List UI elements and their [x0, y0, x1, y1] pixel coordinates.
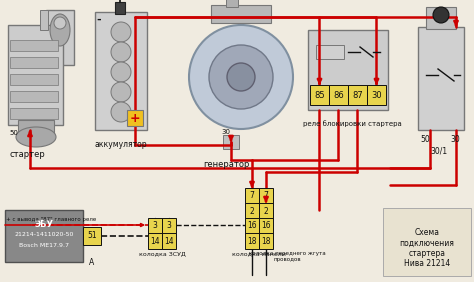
Bar	[148, 233, 162, 249]
Bar	[8, 25, 63, 125]
Text: 14: 14	[150, 237, 160, 246]
Circle shape	[227, 63, 255, 91]
Text: 86: 86	[333, 91, 344, 100]
Bar	[308, 30, 388, 110]
Text: ЭБУ: ЭБУ	[35, 220, 54, 229]
Text: A: A	[90, 258, 95, 267]
Bar	[348, 85, 367, 105]
Bar	[18, 120, 54, 135]
Text: 50: 50	[420, 135, 430, 144]
Text: 30/1: 30/1	[430, 146, 447, 155]
Circle shape	[209, 45, 273, 109]
Text: 3: 3	[166, 221, 172, 230]
Bar	[5, 210, 83, 262]
Circle shape	[111, 62, 131, 82]
Bar	[95, 12, 147, 130]
Text: 7: 7	[250, 191, 255, 201]
Bar	[10, 108, 58, 119]
Circle shape	[111, 42, 131, 62]
Bar	[310, 85, 329, 105]
Circle shape	[111, 82, 131, 102]
Text: 30: 30	[450, 135, 460, 144]
Circle shape	[54, 17, 66, 29]
Text: 16: 16	[247, 221, 257, 230]
Bar	[383, 208, 471, 276]
Bar	[367, 85, 386, 105]
Bar	[259, 233, 273, 249]
Text: колодка панели: колодка панели	[232, 251, 286, 256]
Text: -: -	[97, 15, 101, 25]
Text: 2: 2	[250, 206, 255, 215]
Bar	[223, 135, 239, 149]
Text: 7: 7	[264, 191, 268, 201]
Text: + с вывода "87" главного реле: + с вывода "87" главного реле	[6, 217, 96, 222]
Bar	[10, 91, 58, 102]
Bar	[10, 57, 58, 68]
Circle shape	[189, 25, 293, 129]
Text: стартер: стартер	[10, 150, 46, 159]
Bar	[10, 74, 58, 85]
Bar	[127, 110, 143, 126]
Text: 16: 16	[261, 221, 271, 230]
Circle shape	[111, 22, 131, 42]
Bar	[259, 218, 273, 234]
Bar	[10, 40, 58, 51]
Bar	[148, 218, 162, 234]
Text: колодка переднего жгута
проводов: колодка переднего жгута проводов	[249, 251, 325, 262]
Text: 87: 87	[352, 91, 363, 100]
Text: 2: 2	[264, 206, 268, 215]
Text: аккумулятор: аккумулятор	[95, 140, 147, 149]
Text: 3: 3	[153, 221, 157, 230]
Text: генератор: генератор	[203, 160, 249, 169]
Bar	[259, 188, 273, 204]
Bar	[259, 203, 273, 219]
Bar	[40, 10, 48, 30]
Ellipse shape	[50, 14, 70, 46]
Bar	[316, 45, 344, 59]
Bar	[245, 188, 259, 204]
Bar	[211, 5, 271, 23]
Bar	[245, 233, 259, 249]
Text: колодка ЗСУД: колодка ЗСУД	[138, 251, 185, 256]
Text: 18: 18	[247, 237, 257, 246]
Bar	[115, 2, 125, 14]
Circle shape	[111, 102, 131, 122]
Bar	[329, 85, 348, 105]
Text: 50: 50	[9, 130, 18, 136]
Bar	[418, 27, 464, 130]
Text: 21214-1411020-50: 21214-1411020-50	[14, 232, 73, 237]
Bar	[83, 227, 101, 245]
Text: 30: 30	[371, 91, 382, 100]
Text: +: +	[130, 111, 140, 124]
Text: реле блокировки стартера: реле блокировки стартера	[303, 120, 402, 127]
Text: 14: 14	[164, 237, 174, 246]
Text: 51: 51	[87, 232, 97, 241]
Bar	[162, 218, 176, 234]
Ellipse shape	[16, 127, 56, 147]
Bar	[245, 218, 259, 234]
Bar	[245, 203, 259, 219]
Bar	[426, 7, 456, 29]
Text: 85: 85	[314, 91, 325, 100]
Text: Bosch ME17.9.7: Bosch ME17.9.7	[19, 243, 69, 248]
Text: 18: 18	[261, 237, 271, 246]
Text: Схема
подключения
стартера
Нива 21214: Схема подключения стартера Нива 21214	[400, 228, 455, 268]
Bar	[46, 10, 74, 65]
Bar	[226, 0, 238, 7]
Bar	[162, 233, 176, 249]
Text: 30: 30	[221, 129, 230, 135]
Circle shape	[433, 7, 449, 23]
